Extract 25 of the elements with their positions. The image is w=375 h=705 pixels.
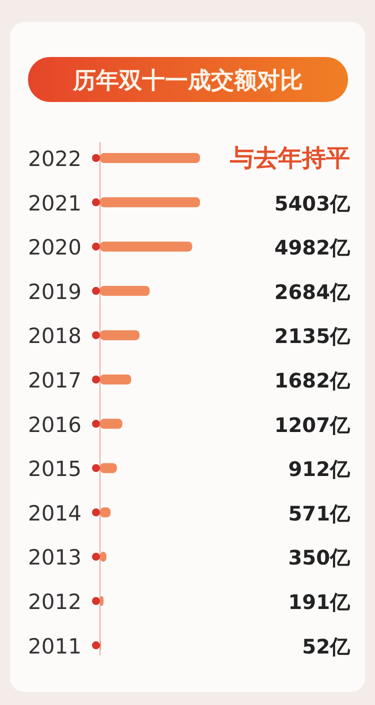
y-tick-label: 2015: [28, 457, 82, 482]
y-tick-label: 2013: [28, 546, 82, 570]
data-label: 5403亿: [274, 191, 351, 216]
y-tick-label: 2017: [28, 368, 82, 392]
chart-title: 历年双十一成交额对比: [72, 67, 303, 94]
data-label: 4982亿: [274, 236, 351, 260]
data-label: 912亿: [288, 457, 351, 482]
data-label: 1207亿: [274, 412, 351, 437]
data-label: 350亿: [288, 546, 351, 570]
data-label: 2684亿: [274, 280, 351, 304]
data-label: 与去年持平: [229, 144, 350, 172]
data-label: 52亿: [302, 634, 351, 658]
y-tick-label: 2011: [28, 634, 82, 658]
y-tick-label: 2018: [28, 324, 82, 348]
y-tick-label: 2012: [28, 590, 82, 614]
y-tick-label: 2022: [28, 147, 82, 171]
y-tick-label: 2019: [28, 280, 82, 304]
y-tick-label: 2014: [28, 501, 82, 526]
data-label: 191亿: [288, 590, 351, 614]
y-tick-label: 2020: [28, 236, 82, 260]
data-label: 571亿: [288, 501, 351, 526]
data-label: 2135亿: [274, 324, 351, 348]
data-label: 1682亿: [274, 368, 351, 392]
y-tick-label: 2021: [28, 191, 82, 216]
y-tick-label: 2016: [28, 412, 82, 437]
